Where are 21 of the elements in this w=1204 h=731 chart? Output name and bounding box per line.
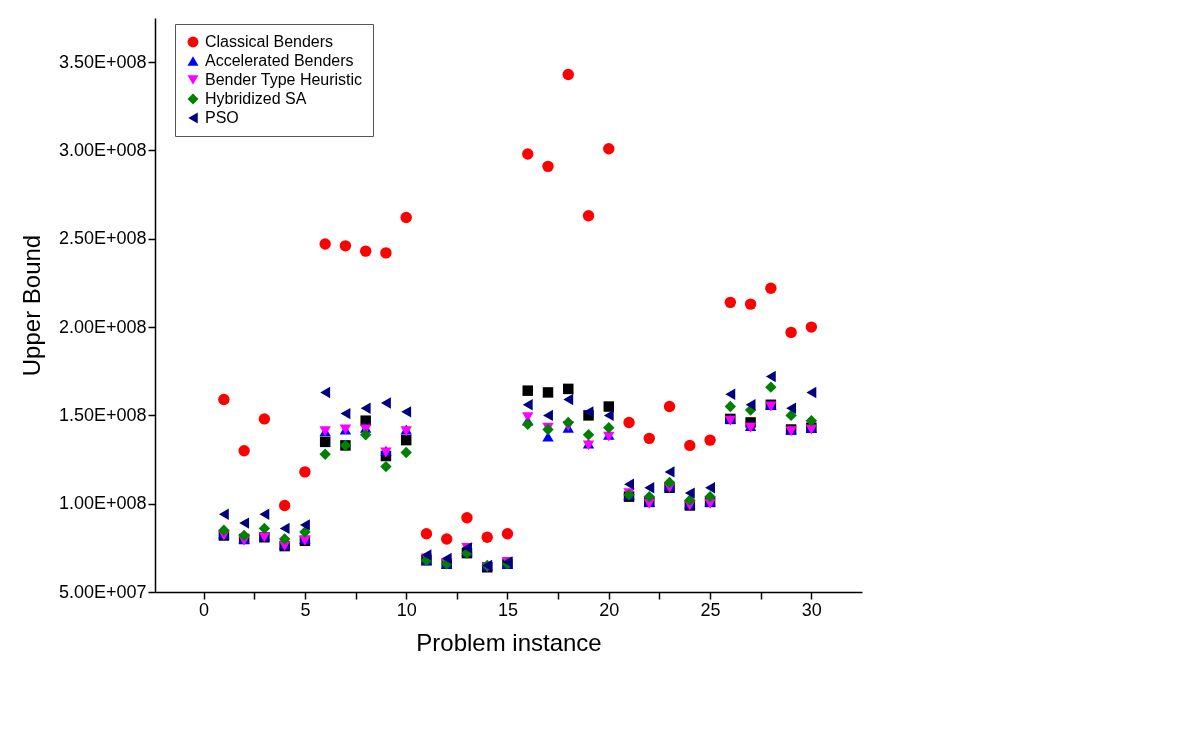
x-tick-label: 0 bbox=[199, 599, 210, 620]
y-tick-label: 5.00E+007 bbox=[58, 581, 147, 602]
x-tick-label: 15 bbox=[497, 599, 518, 620]
x-tick-label: 30 bbox=[801, 599, 822, 620]
y-tick-label: 3.00E+008 bbox=[58, 139, 147, 160]
x-tick-label: 20 bbox=[599, 599, 620, 620]
legend-label: Classical Benders bbox=[205, 33, 334, 50]
legend-label: PSO bbox=[205, 109, 239, 126]
legend-label: Bender Type Heuristic bbox=[205, 71, 363, 88]
legend-label: Hybridized SA bbox=[205, 90, 307, 107]
x-axis-title: Problem instance bbox=[416, 628, 602, 656]
y-tick-label: 2.00E+008 bbox=[58, 316, 147, 337]
y-tick-label: 2.50E+008 bbox=[58, 228, 147, 249]
legend-label: Accelerated Benders bbox=[205, 52, 354, 69]
y-tick-label: 1.50E+008 bbox=[58, 404, 147, 425]
x-tick-label: 10 bbox=[396, 599, 417, 620]
y-tick-label: 1.00E+008 bbox=[58, 493, 147, 514]
x-tick-label: 25 bbox=[700, 599, 721, 620]
x-tick-label: 5 bbox=[300, 599, 311, 620]
y-tick-label: 3.50E+008 bbox=[58, 51, 147, 72]
y-axis-title: Upper Bound bbox=[17, 234, 45, 377]
